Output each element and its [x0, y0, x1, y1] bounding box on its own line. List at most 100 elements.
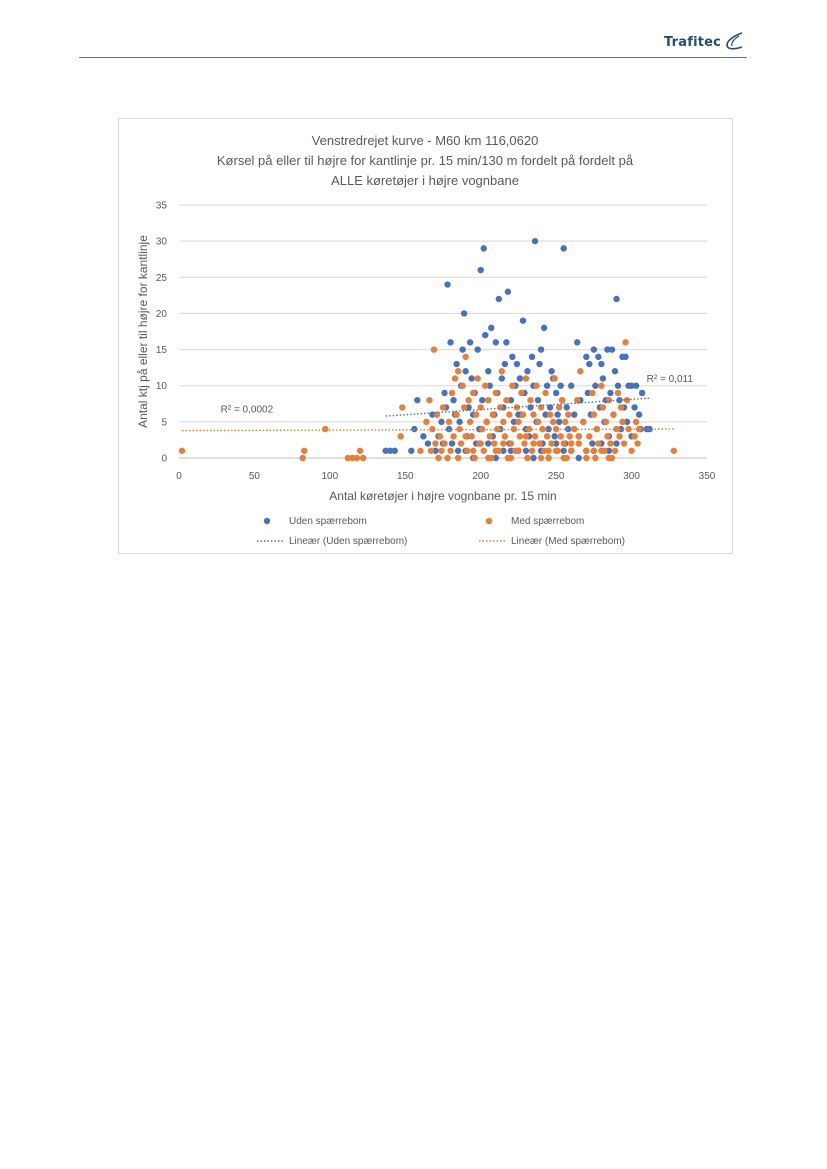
point-med-spaerrebom	[604, 433, 611, 440]
point-med-spaerrebom	[445, 418, 453, 426]
x-tick-label: 350	[699, 471, 716, 482]
point-med-spaerrebom	[344, 454, 352, 462]
point-uden-spaerrebom	[510, 418, 518, 426]
point-uden-spaerrebom	[560, 245, 567, 252]
point-med-spaerrebom	[468, 433, 475, 440]
legend-label: Med spærrebom	[511, 516, 584, 527]
point-med-spaerrebom	[602, 418, 610, 426]
point-uden-spaerrebom	[492, 339, 499, 346]
point-med-spaerrebom	[417, 447, 424, 454]
point-med-spaerrebom	[477, 440, 484, 447]
y-tick-label: 35	[156, 201, 168, 212]
point-med-spaerrebom	[491, 440, 498, 447]
point-med-spaerrebom	[610, 411, 617, 418]
point-med-spaerrebom	[522, 375, 530, 382]
point-med-spaerrebom	[509, 382, 516, 389]
point-uden-spaerrebom	[623, 418, 631, 426]
legend-label: Lineær (Uden spærrebom)	[289, 536, 407, 547]
point-uden-spaerrebom	[479, 396, 486, 404]
point-uden-spaerrebom	[537, 346, 545, 353]
point-uden-spaerrebom	[546, 404, 554, 411]
point-uden-spaerrebom	[408, 447, 415, 454]
trafitec-logo: Trafitec	[664, 30, 745, 54]
point-uden-spaerrebom	[456, 418, 463, 426]
point-uden-spaerrebom	[485, 440, 492, 447]
point-uden-spaerrebom	[486, 382, 493, 389]
point-uden-spaerrebom	[498, 375, 506, 382]
point-med-spaerrebom	[595, 440, 602, 447]
point-med-spaerrebom	[622, 339, 629, 346]
point-med-spaerrebom	[518, 389, 525, 397]
point-med-spaerrebom	[634, 440, 641, 447]
point-med-spaerrebom	[614, 389, 622, 397]
point-uden-spaerrebom	[459, 346, 466, 353]
point-med-spaerrebom	[507, 440, 515, 447]
point-med-spaerrebom	[537, 454, 545, 462]
point-uden-spaerrebom	[495, 295, 503, 303]
point-uden-spaerrebom	[387, 447, 394, 454]
point-uden-spaerrebom	[519, 317, 527, 324]
chart-title-line-3: ALLE køretøjer i højre vognbane	[331, 173, 519, 188]
point-med-spaerrebom	[543, 433, 551, 440]
point-uden-spaerrebom	[466, 339, 474, 346]
point-uden-spaerrebom	[447, 339, 454, 346]
point-med-spaerrebom	[448, 389, 456, 397]
point-med-spaerrebom	[527, 396, 534, 404]
point-uden-spaerrebom	[448, 440, 456, 447]
point-uden-spaerrebom	[571, 411, 578, 418]
point-med-spaerrebom	[483, 418, 490, 426]
point-med-spaerrebom	[466, 418, 474, 426]
point-uden-spaerrebom	[513, 360, 521, 368]
point-med-spaerrebom	[566, 433, 573, 440]
point-uden-spaerrebom	[503, 339, 510, 346]
point-med-spaerrebom	[515, 418, 522, 426]
x-tick-label: 100	[322, 471, 339, 482]
swoosh-icon	[726, 32, 743, 50]
point-uden-spaerrebom	[575, 454, 582, 462]
x-tick-label: 150	[397, 471, 414, 482]
point-uden-spaerrebom	[614, 382, 622, 389]
point-uden-spaerrebom	[516, 375, 524, 382]
point-med-spaerrebom	[530, 411, 537, 418]
point-med-spaerrebom	[560, 440, 567, 447]
y-tick-label: 20	[156, 309, 168, 320]
point-med-spaerrebom	[607, 440, 614, 447]
point-med-spaerrebom	[605, 454, 613, 462]
y-axis-label: Antal ktj på eller til højre for kantlin…	[136, 235, 150, 428]
legend-label: Lineær (Med spærrebom)	[511, 536, 625, 547]
point-uden-spaerrebom	[536, 360, 543, 368]
point-med-spaerrebom	[299, 454, 306, 462]
point-uden-spaerrebom	[552, 440, 560, 447]
point-med-spaerrebom	[301, 447, 308, 454]
point-uden-spaerrebom	[554, 411, 561, 418]
point-uden-spaerrebom	[530, 454, 537, 462]
point-med-spaerrebom	[521, 440, 528, 447]
point-uden-spaerrebom	[460, 310, 468, 317]
point-med-spaerrebom	[427, 447, 435, 454]
point-med-spaerrebom	[561, 418, 569, 426]
point-med-spaerrebom	[444, 454, 451, 462]
point-med-spaerrebom	[590, 447, 598, 454]
x-axis-label: Antal køretøjer i højre vognbane pr. 15 …	[329, 489, 556, 503]
point-med-spaerrebom	[462, 433, 469, 440]
point-uden-spaerrebom	[531, 237, 539, 245]
point-med-spaerrebom	[548, 440, 555, 447]
point-med-spaerrebom	[439, 404, 447, 411]
point-uden-spaerrebom	[474, 346, 481, 353]
point-med-spaerrebom	[528, 447, 536, 454]
point-uden-spaerrebom	[613, 440, 620, 447]
point-med-spaerrebom	[513, 404, 521, 411]
point-uden-spaerrebom	[441, 389, 448, 397]
point-med-spaerrebom	[632, 418, 640, 426]
point-med-spaerrebom	[426, 396, 433, 404]
point-med-spaerrebom	[462, 353, 469, 360]
point-med-spaerrebom	[549, 418, 557, 426]
y-tick-label: 25	[156, 273, 168, 284]
trendline-uden-spaerrebom	[385, 397, 652, 417]
point-uden-spaerrebom	[507, 447, 515, 454]
point-uden-spaerrebom	[599, 375, 607, 382]
point-med-spaerrebom	[619, 418, 626, 426]
point-med-spaerrebom	[545, 447, 552, 454]
point-uden-spaerrebom	[545, 425, 552, 433]
grid-lines	[179, 204, 707, 459]
